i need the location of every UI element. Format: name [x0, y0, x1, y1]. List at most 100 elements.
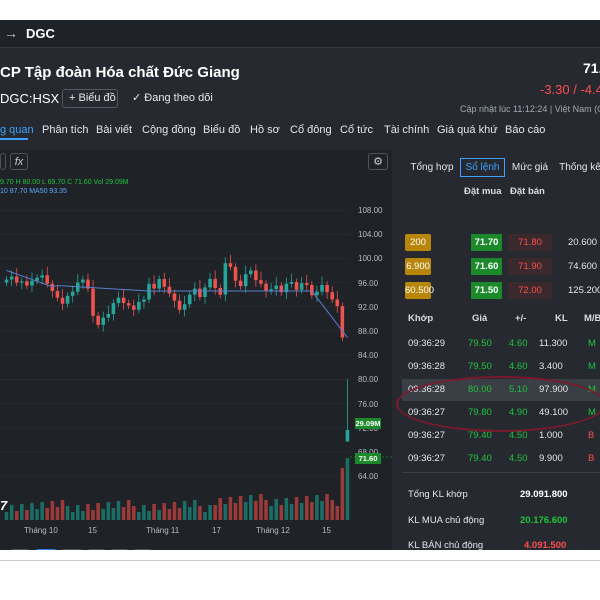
volume-bar: [274, 499, 279, 520]
table-row[interactable]: 09:36:27 79.40 4.50 1.000 B: [402, 425, 600, 447]
volume-bar: [35, 509, 39, 520]
arrow-right-icon[interactable]: →: [4, 25, 18, 41]
ask-price[interactable]: 71.80: [508, 234, 552, 251]
volume-bar: [177, 508, 182, 520]
fx-indicator-button[interactable]: fx: [10, 153, 28, 170]
x-label: 15: [88, 526, 97, 535]
volume-bar: [182, 501, 187, 520]
follow-button[interactable]: ✓ Đang theo dõi: [132, 92, 213, 104]
page-divider: [0, 560, 600, 561]
range-3y[interactable]: 3y: [110, 549, 129, 550]
bid-price[interactable]: 71.50: [471, 282, 502, 299]
candle-body: [70, 291, 75, 296]
bid-price[interactable]: 71.60: [471, 258, 502, 275]
trade-price: 79.50: [468, 338, 492, 349]
tab-shareholders[interactable]: Cổ đông: [290, 124, 332, 136]
table-row[interactable]: 09:36:29 79.50 4.60 11.300 M: [402, 333, 600, 355]
volume-bar: [340, 468, 345, 520]
volume-bar: [131, 506, 136, 520]
toolbar-edge[interactable]: [0, 153, 6, 170]
total-volume-label: Tổng KL khớp: [408, 489, 468, 500]
volume-bar: [233, 503, 238, 520]
x-label: Tháng 12: [256, 526, 290, 535]
candle-body: [177, 300, 182, 310]
candle-body: [9, 276, 14, 280]
tab-statistics[interactable]: Thống kê: [559, 162, 600, 173]
top-symbol: DGC: [26, 26, 55, 41]
volume-bar: [279, 505, 284, 520]
trade-change: 4.60: [509, 361, 528, 372]
side-panel: Tổng hợp Sổ lệnh Mức giá Thống kê Đặt mu…: [398, 150, 600, 550]
ask-price[interactable]: 72.00: [508, 282, 552, 299]
range-6m[interactable]: 6m: [61, 549, 83, 550]
candle-body: [152, 283, 156, 289]
volume-bar: [70, 512, 75, 520]
candle-body: [294, 281, 299, 290]
volume-bar: [198, 506, 202, 520]
trades-header-time: Khớp: [408, 313, 434, 324]
table-row[interactable]: 09:36:27 79.40 4.50 9.900 B: [402, 448, 600, 470]
volume-bar: [137, 512, 141, 520]
candle-body: [279, 285, 284, 293]
candle-body: [274, 285, 279, 290]
table-row[interactable]: 09:36:28 79.50 4.60 3.400 M: [402, 356, 600, 378]
candle-body: [289, 281, 294, 284]
bid-header: Đặt mua: [464, 186, 502, 197]
tab-summary[interactable]: Tổng hợp: [410, 162, 454, 173]
range-1y[interactable]: 1y: [87, 549, 106, 550]
x-label: Tháng 11: [146, 526, 180, 535]
tab-analysis[interactable]: Phân tích: [42, 124, 89, 136]
volume-bar: [304, 496, 309, 520]
price-tick-label: 80.00: [358, 375, 379, 385]
tab-community[interactable]: Cộng đồng: [142, 124, 196, 136]
candle-body: [60, 297, 65, 304]
candle-body: [101, 317, 106, 325]
candle-body: [330, 292, 334, 300]
tab-profile[interactable]: Hồ sơ: [250, 124, 280, 136]
volume-bar: [40, 502, 44, 520]
trade-price: 79.40: [468, 453, 492, 464]
candle-body: [233, 266, 238, 281]
ask-volume: 20.600: [568, 237, 598, 248]
candle-body: [335, 299, 340, 307]
volume-bar: [111, 508, 116, 520]
range-3m[interactable]: 3m: [35, 549, 57, 550]
trades-header-side: M/B: [584, 313, 600, 324]
ticker-label: DGC:HSX: [0, 91, 60, 106]
volume-bar: [142, 505, 146, 520]
tab-history[interactable]: Giá quá khứ: [437, 124, 498, 136]
tab-price-levels[interactable]: Mức giá: [511, 162, 549, 173]
current-price: 71.: [583, 60, 600, 76]
tab-reports[interactable]: Báo cáo: [505, 124, 546, 136]
gear-icon[interactable]: ⚙: [368, 153, 388, 170]
range-1m[interactable]: 1m: [10, 549, 30, 550]
ask-price[interactable]: 71.90: [508, 258, 552, 275]
tab-dividends[interactable]: Cổ tức: [340, 124, 374, 136]
ask-volume: 125.200: [568, 285, 600, 296]
volume-bar: [330, 500, 334, 520]
tab-financials[interactable]: Tài chính: [384, 124, 430, 136]
volume-bar: [320, 501, 324, 520]
candle-body: [264, 283, 268, 292]
trade-change: 4.60: [509, 338, 528, 349]
tab-articles[interactable]: Bài viết: [96, 124, 133, 136]
app-window: → DGC CP Tập đoàn Hóa chất Đức Giang DGC…: [0, 20, 600, 550]
check-icon: ✓: [132, 92, 145, 104]
bid-price[interactable]: 71.70: [471, 234, 502, 251]
candle-body: [35, 277, 39, 281]
trade-price: 79.50: [468, 361, 492, 372]
tab-chart[interactable]: Biểu đồ: [203, 124, 241, 136]
range-5y[interactable]: 5y: [133, 549, 152, 550]
tab-order-book[interactable]: Sổ lệnh: [460, 158, 505, 177]
candle-body: [243, 274, 248, 287]
chart-button[interactable]: + Biểu đồ: [62, 89, 118, 108]
price-tick-label: 104.00: [358, 230, 383, 240]
price-tick-label: 76.00: [358, 399, 379, 409]
chart-panel: fx ⚙ 9.70 H 80.00 L 69.70 C 71.60 Vol 29…: [0, 150, 392, 550]
tab-overview[interactable]: g quan: [0, 124, 34, 136]
candlestick-chart[interactable]: [0, 150, 392, 520]
volume-bar: [147, 511, 151, 520]
candle-body: [299, 283, 304, 290]
volume-bar: [106, 502, 111, 520]
bid-volume: 6.900: [405, 258, 431, 275]
